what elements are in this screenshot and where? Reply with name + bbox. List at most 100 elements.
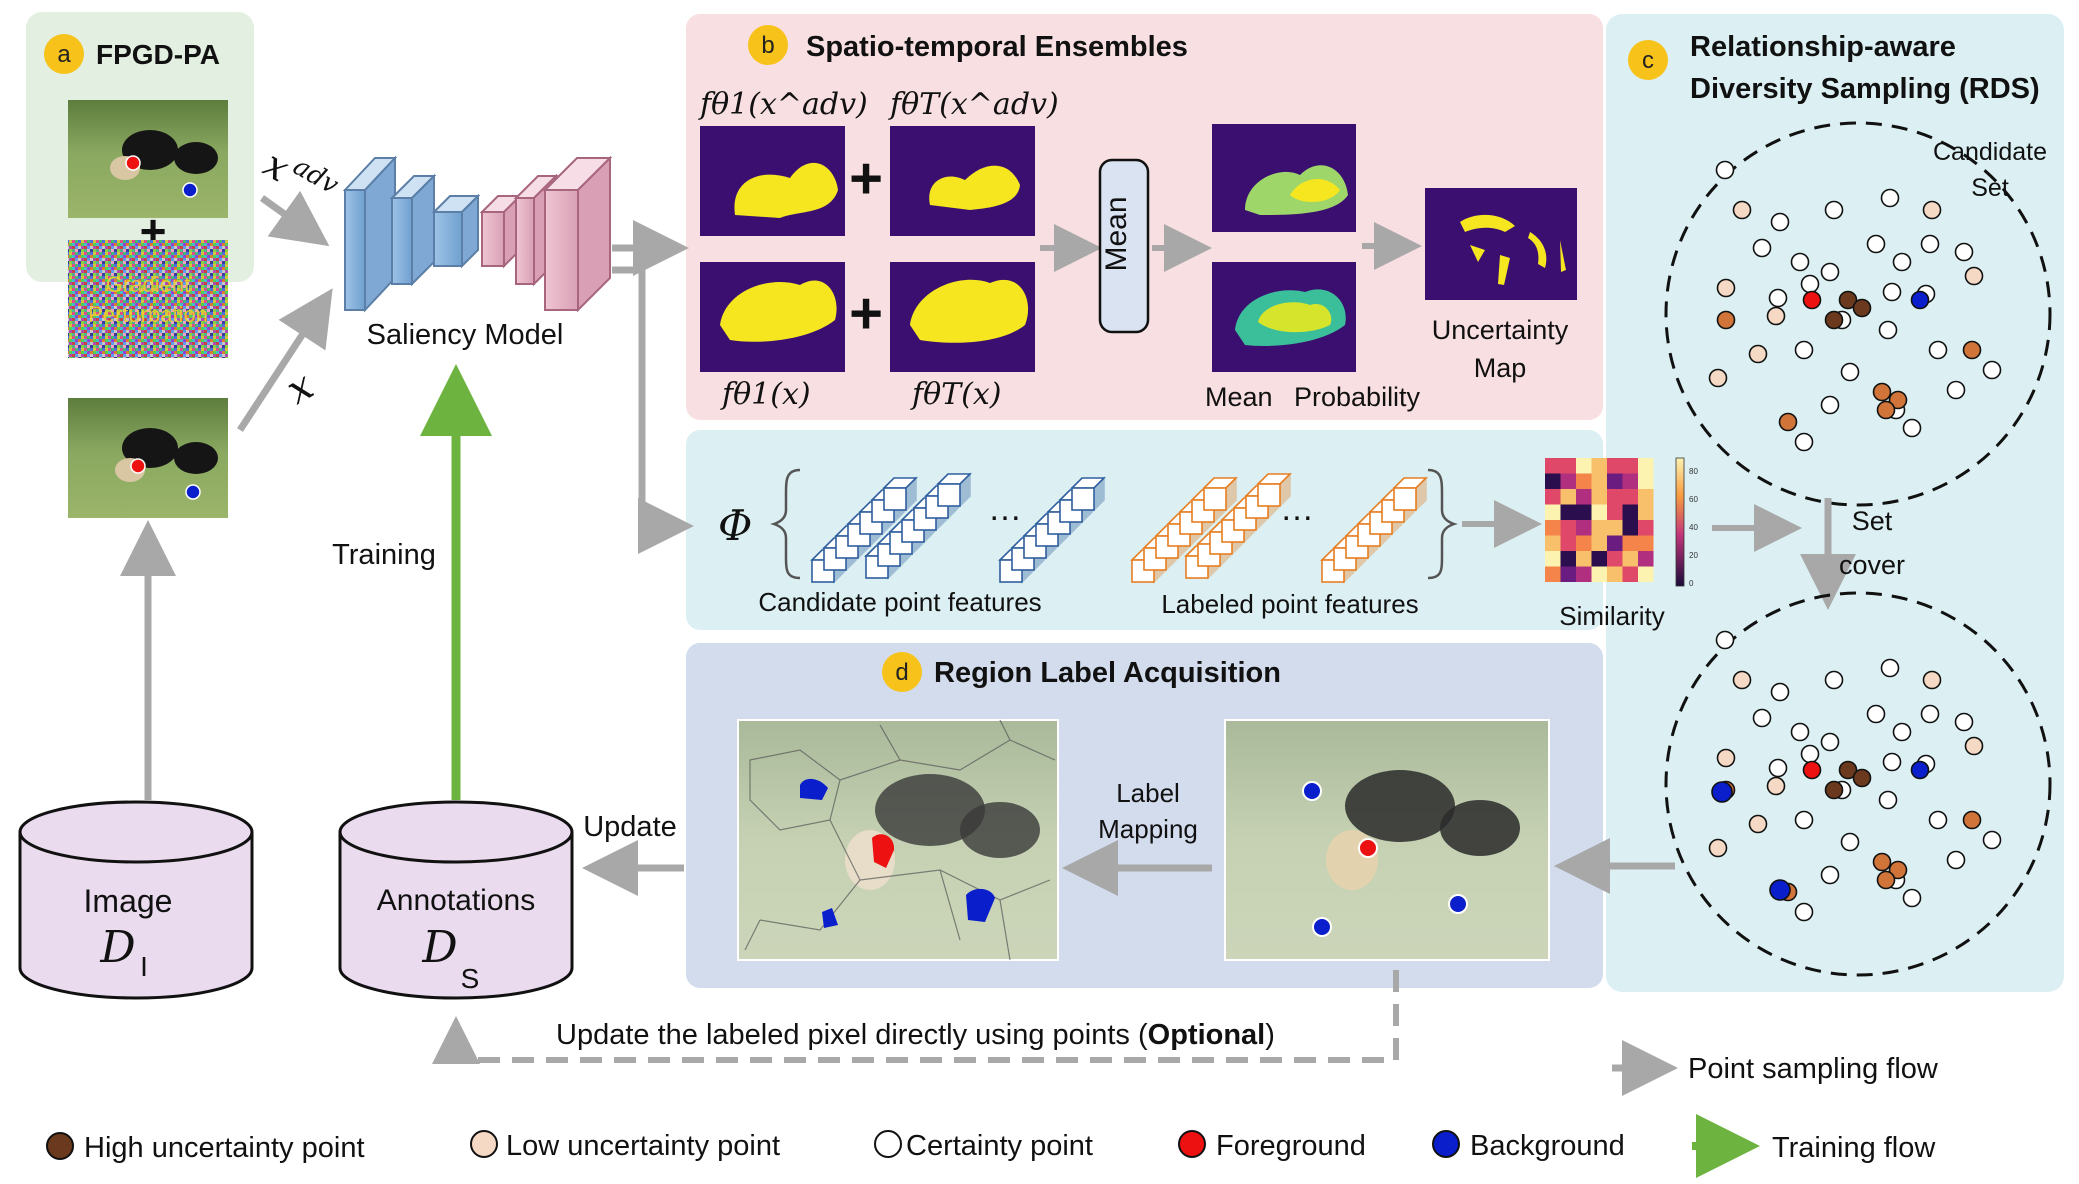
low-uncertainty-point bbox=[1708, 368, 1728, 388]
encoder-block-3 bbox=[431, 193, 481, 269]
similarity-cell bbox=[1545, 473, 1561, 489]
certainty-point bbox=[1715, 630, 1735, 650]
label-mapping-label-2: Mapping bbox=[1098, 814, 1198, 844]
certainty-point bbox=[1820, 865, 1840, 885]
badge-d bbox=[882, 652, 922, 692]
similarity-cell bbox=[1591, 566, 1607, 582]
certainty-point bbox=[1794, 432, 1814, 452]
certainty-point bbox=[1820, 395, 1840, 415]
labeled-dots: … bbox=[1280, 490, 1314, 528]
probability-map bbox=[1212, 262, 1356, 372]
similarity-cell bbox=[1591, 473, 1607, 489]
background-point bbox=[1910, 760, 1930, 780]
certainty-point bbox=[1794, 810, 1814, 830]
certainty-point bbox=[1794, 340, 1814, 360]
similarity-cell bbox=[1560, 489, 1576, 505]
uncertainty-point bbox=[1962, 810, 1982, 830]
high-uncertainty-point bbox=[1824, 780, 1844, 800]
similarity-cell bbox=[1591, 535, 1607, 551]
certainty-point bbox=[1768, 758, 1788, 778]
decoder-block-3 bbox=[542, 155, 613, 313]
training-label: Training bbox=[332, 539, 436, 571]
high-uncertainty-point bbox=[1824, 310, 1844, 330]
similarity-cell bbox=[1576, 458, 1592, 474]
certainty-point bbox=[1946, 380, 1966, 400]
high-uncertainty-point bbox=[1838, 760, 1858, 780]
background-point bbox=[1711, 781, 1733, 803]
candidate-feature-cube bbox=[1070, 476, 1106, 512]
certainty-point bbox=[1880, 658, 1900, 678]
legend-certainty-marker bbox=[874, 1130, 902, 1158]
label-f1-adv: fθ1(x^adv) bbox=[698, 87, 868, 122]
badge-a-letter: a bbox=[57, 41, 71, 68]
uncertainty-map-label-2: Map bbox=[1474, 353, 1527, 383]
similarity-cell bbox=[1638, 520, 1654, 536]
similarity-cell bbox=[1560, 520, 1576, 536]
similarity-label: Similarity bbox=[1559, 601, 1664, 631]
high-uncertainty-point bbox=[1852, 768, 1872, 788]
candidate-feature-cube bbox=[882, 476, 918, 512]
similarity-cell bbox=[1591, 489, 1607, 505]
labeled-feature-cube bbox=[1202, 476, 1238, 512]
decoder-block-1 bbox=[479, 193, 523, 269]
set-cover-label-2: cover bbox=[1839, 550, 1905, 580]
mean-probability-probability: Probability bbox=[1294, 382, 1421, 412]
panel-b: b Spatio-temporal Ensembles fθ1(x^adv) f… bbox=[698, 25, 1577, 412]
candidate-dots: … bbox=[988, 490, 1022, 528]
similarity-cell bbox=[1607, 473, 1623, 489]
similarity-cell bbox=[1591, 551, 1607, 567]
encoder-block-1 bbox=[342, 155, 398, 313]
prediction-map-adv-T bbox=[890, 126, 1035, 236]
panel-a-title: FPGD-PA bbox=[96, 39, 220, 70]
legend-foreground-marker bbox=[1178, 1130, 1206, 1158]
certainty-point bbox=[1902, 418, 1922, 438]
high-uncertainty-point bbox=[1852, 298, 1872, 318]
uncertainty-map-label-1: Uncertainty bbox=[1432, 315, 1569, 345]
annotations-db-subscript: S bbox=[461, 963, 480, 994]
similarity-cell bbox=[1622, 566, 1638, 582]
certainty-point bbox=[1880, 188, 1900, 208]
legend-low-uncertainty-marker bbox=[470, 1130, 498, 1158]
panel-c-title-1: Relationship-aware bbox=[1690, 31, 1956, 63]
badge-c bbox=[1628, 40, 1668, 80]
uncertainty-point bbox=[1876, 870, 1896, 890]
certainty-point bbox=[1800, 274, 1820, 294]
uncertainty-point bbox=[1716, 310, 1736, 330]
similarity-cell bbox=[1576, 566, 1592, 582]
badge-d-letter: d bbox=[895, 659, 908, 686]
panel-d: d Region Label Acquisition Label Mapping bbox=[737, 652, 1550, 961]
certainty-point bbox=[1982, 360, 2002, 380]
label-mapping-label-1: Label bbox=[1116, 778, 1180, 808]
arrow-adv-input bbox=[259, 190, 330, 247]
certainty-point bbox=[1800, 744, 1820, 764]
legend-high-uncertainty-marker bbox=[46, 1132, 74, 1160]
phi-symbol: Φ bbox=[718, 501, 752, 550]
badge-a bbox=[44, 34, 84, 74]
encoder-block-2 bbox=[389, 173, 437, 287]
legend-background-label: Background bbox=[1470, 1130, 1625, 1162]
similarity-cell bbox=[1576, 551, 1592, 567]
low-uncertainty-point bbox=[1732, 670, 1752, 690]
mean-map bbox=[1212, 124, 1356, 232]
low-uncertainty-point bbox=[1716, 748, 1736, 768]
similarity-cell bbox=[1607, 535, 1623, 551]
similarity-cell bbox=[1576, 535, 1592, 551]
certainty-point bbox=[1790, 722, 1810, 742]
label-fT: fθT(x) bbox=[910, 377, 1002, 412]
low-uncertainty-point bbox=[1732, 200, 1752, 220]
similarity-cell bbox=[1560, 551, 1576, 567]
similarity-colorbar bbox=[1675, 457, 1685, 587]
badge-b bbox=[748, 25, 788, 65]
similarity-cell bbox=[1576, 520, 1592, 536]
similarity-cell bbox=[1560, 458, 1576, 474]
certainty-point bbox=[1820, 732, 1840, 752]
similarity-cell bbox=[1607, 504, 1623, 520]
legend-low-uncertainty-label: Low uncertainty point bbox=[506, 1130, 780, 1162]
certainty-point bbox=[1982, 830, 2002, 850]
foreground-point bbox=[1802, 760, 1822, 780]
image-db-symbol: D bbox=[99, 922, 135, 973]
labeled-feature-cube bbox=[1256, 472, 1292, 508]
certainty-point bbox=[1954, 242, 1974, 262]
similarity-cell bbox=[1622, 473, 1638, 489]
